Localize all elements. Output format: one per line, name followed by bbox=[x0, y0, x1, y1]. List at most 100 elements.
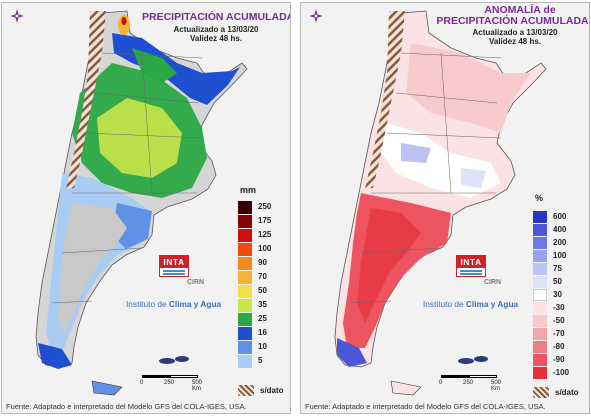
legend-label: 10 bbox=[258, 342, 267, 351]
institute-name: Instituto de Clima y Agua bbox=[423, 299, 518, 309]
update-date: Actualizado a 13/03/20 bbox=[173, 25, 259, 34]
map-title-line1: ANOMALÍA de bbox=[484, 4, 556, 16]
legend-swatch bbox=[533, 250, 547, 262]
validity: Validez 48 hs. bbox=[189, 34, 243, 43]
legend-label: -90 bbox=[553, 355, 565, 364]
legend-label: 25 bbox=[258, 314, 267, 323]
legend-swatch bbox=[533, 341, 547, 353]
legend-label: 400 bbox=[553, 225, 567, 234]
no-data-label: s/dato bbox=[260, 386, 284, 395]
legend-entry: 16 bbox=[238, 327, 290, 341]
legend-entry: 30 bbox=[533, 289, 589, 303]
legend-label: -100 bbox=[553, 368, 570, 377]
legend-swatch bbox=[238, 285, 252, 298]
legend-swatch bbox=[533, 211, 547, 223]
legend-unit: mm bbox=[240, 185, 257, 195]
inta-logo-text: INTA bbox=[160, 256, 188, 268]
legend-label: 5 bbox=[258, 356, 263, 365]
precipitation-map bbox=[2, 3, 290, 413]
legend-label: 125 bbox=[258, 230, 272, 239]
legend-swatch bbox=[533, 302, 547, 314]
legend-label: -70 bbox=[553, 329, 565, 338]
legend-entry: 25 bbox=[238, 313, 290, 327]
legend-label: 200 bbox=[553, 238, 567, 247]
legend-swatch bbox=[533, 237, 547, 249]
legend-entry: 90 bbox=[238, 257, 290, 271]
legend-swatch bbox=[238, 257, 252, 270]
legend-entry: 175 bbox=[238, 215, 290, 229]
legend-swatch bbox=[533, 276, 547, 288]
legend-unit: % bbox=[535, 193, 544, 203]
legend-swatch bbox=[238, 355, 252, 368]
source-note: Fuente: Adaptado e interpretado del Mode… bbox=[305, 402, 546, 411]
legend-label: -50 bbox=[553, 316, 565, 325]
legend-entry: -70 bbox=[533, 328, 589, 342]
legend-entry: 100 bbox=[238, 243, 290, 257]
inta-logo: INTA bbox=[159, 255, 189, 277]
compass-rose-icon bbox=[309, 9, 323, 23]
legend-entry: -50 bbox=[533, 315, 589, 329]
no-data-label: s/dato bbox=[555, 388, 579, 397]
precipitation-map-panel: PRECIPITACIÓN ACUMULADA Actualizado a 13… bbox=[1, 2, 291, 414]
legend-swatch bbox=[533, 367, 547, 379]
legend-swatch bbox=[238, 229, 252, 242]
legend-swatch bbox=[533, 328, 547, 340]
legend-entry: 600 bbox=[533, 211, 589, 225]
source-note: Fuente: Adaptado e interpretado del Mode… bbox=[6, 402, 247, 411]
no-data-swatch bbox=[238, 385, 254, 396]
legend-entry: -80 bbox=[533, 341, 589, 355]
legend-label: 175 bbox=[258, 216, 272, 225]
inta-logo: INTA bbox=[456, 255, 486, 277]
anomaly-map-panel: ANOMALÍA de PRECIPITACIÓN ACUMULADA Actu… bbox=[300, 2, 590, 414]
legend-entry: 200 bbox=[533, 237, 589, 251]
scale-tick: 250 bbox=[463, 380, 474, 386]
institute-bold: Clima y Agua bbox=[168, 299, 222, 309]
legend-label: 100 bbox=[258, 244, 272, 253]
legend-entry: 75 bbox=[533, 263, 589, 277]
institute-name: Instituto de Clima y Agua bbox=[126, 299, 221, 309]
cirn-label: CIRN bbox=[484, 279, 502, 286]
legend-label: -30 bbox=[553, 303, 565, 312]
legend-label: 16 bbox=[258, 328, 267, 337]
institute-prefix: Instituto de bbox=[423, 299, 466, 309]
scale-tick: 500 Km bbox=[491, 380, 502, 392]
legend-label: 30 bbox=[553, 290, 562, 299]
scale-tick: 0 bbox=[439, 380, 443, 386]
legend-swatch bbox=[238, 201, 252, 214]
legend-swatch bbox=[238, 341, 252, 354]
cirn-label: CIRN bbox=[187, 279, 205, 286]
legend-entry: 400 bbox=[533, 224, 589, 238]
legend-swatch bbox=[533, 354, 547, 366]
legend-swatch bbox=[238, 313, 252, 326]
legend-label: 50 bbox=[553, 277, 562, 286]
map-title: PRECIPITACIÓN ACUMULADA bbox=[142, 11, 291, 23]
legend-label: 75 bbox=[553, 264, 562, 273]
institute-prefix: Instituto de bbox=[126, 299, 169, 309]
inta-logo-text: INTA bbox=[457, 256, 485, 268]
legend-entry: 250 bbox=[238, 201, 290, 215]
legend-entry: 50 bbox=[238, 285, 290, 299]
legend-entry: -90 bbox=[533, 354, 589, 368]
legend-swatch bbox=[238, 215, 252, 228]
update-date: Actualizado a 13/03/20 bbox=[472, 28, 558, 37]
scale-tick: 500 Km bbox=[192, 380, 203, 392]
legend-swatch bbox=[238, 299, 252, 312]
legend-label: 70 bbox=[258, 272, 267, 281]
legend-label: -80 bbox=[553, 342, 565, 351]
legend-swatch bbox=[533, 224, 547, 236]
legend-entry: -100 bbox=[533, 367, 589, 381]
legend-label: 50 bbox=[258, 286, 267, 295]
legend-swatch bbox=[238, 327, 252, 340]
no-data-swatch bbox=[533, 387, 549, 398]
legend-entry: 125 bbox=[238, 229, 290, 243]
legend-entry: 70 bbox=[238, 271, 290, 285]
scale-tick: 0 bbox=[140, 380, 144, 386]
validity: Validez 48 hs. bbox=[488, 37, 542, 46]
legend-label: 100 bbox=[553, 251, 567, 260]
legend-entry: 5 bbox=[238, 355, 290, 369]
legend-entry: -30 bbox=[533, 302, 589, 316]
map-title-line2: PRECIPITACIÓN ACUMULADA bbox=[436, 15, 589, 27]
legend-entry: 35 bbox=[238, 299, 290, 313]
legend-label: 600 bbox=[553, 212, 567, 221]
legend-entry: 10 bbox=[238, 341, 290, 355]
